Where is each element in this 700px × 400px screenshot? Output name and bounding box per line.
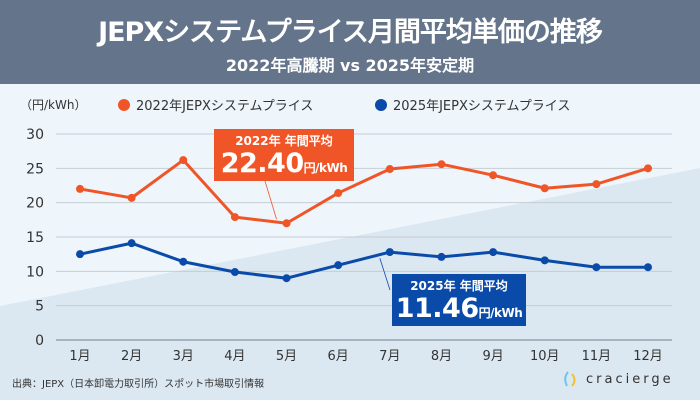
logo: cracierge <box>562 370 674 388</box>
background-shape <box>0 168 700 400</box>
data-point <box>282 219 291 228</box>
y-tick-label: 15 <box>26 230 44 246</box>
data-point <box>76 250 84 259</box>
data-point <box>127 193 136 202</box>
legend-item-2022: 2022年JEPXシステムプライス <box>118 95 313 114</box>
x-tick-label: 11月 <box>582 349 612 364</box>
legend-label-2022: 2022年JEPXシステムプライス <box>136 99 314 114</box>
data-point <box>230 268 239 277</box>
data-point <box>385 248 394 257</box>
x-tick-label: 7月 <box>379 349 400 364</box>
data-point <box>437 160 446 169</box>
y-tick-label: 20 <box>26 196 44 212</box>
annotation-2022-average: 2022年 年間平均 22.40円/kWh <box>214 129 354 181</box>
data-point <box>334 189 343 198</box>
annotation-value: 11.46 <box>395 293 479 324</box>
x-tick-label: 2月 <box>121 349 142 364</box>
data-point <box>385 165 394 174</box>
data-point <box>127 239 136 248</box>
legend-marker-2025 <box>375 98 387 111</box>
annotation-2025-average: 2025年 年間平均 11.46円/kWh <box>392 274 526 326</box>
annotation-leader-2025 <box>379 257 391 291</box>
y-axis-unit: （円/kWh） <box>20 98 87 112</box>
legend-item-2025: 2025年JEPXシステムプライス <box>375 95 570 114</box>
x-tick-label: 3月 <box>173 349 194 364</box>
annotation-label: 2025年 年間平均 <box>410 279 508 293</box>
x-tick-label: 6月 <box>328 349 349 364</box>
logo-text: cracierge <box>586 371 674 387</box>
annotation-unit: 円/kWh <box>478 306 523 320</box>
y-tick-label: 10 <box>26 264 44 280</box>
data-point <box>282 274 291 283</box>
x-tick-label: 9月 <box>482 349 503 364</box>
legend-label-2025: 2025年JEPXシステムプライス <box>393 99 571 114</box>
data-point <box>334 261 343 270</box>
x-tick-label: 5月 <box>276 349 297 364</box>
data-point <box>592 263 601 272</box>
data-point <box>592 180 601 189</box>
chart-subtitle: 2022年高騰期 vs 2025年安定期 <box>225 56 475 75</box>
x-tick-label: 12月 <box>633 349 663 364</box>
source-note: 出典：JEPX（日本卸電力取引所）スポット市場取引情報 <box>12 379 265 390</box>
annotation-unit: 円/kWh <box>303 161 348 175</box>
data-point <box>540 256 549 265</box>
logo-icon <box>564 371 576 387</box>
y-tick-label: 0 <box>35 333 44 349</box>
y-tick-label: 25 <box>26 161 44 177</box>
y-tick-label: 5 <box>35 299 44 315</box>
data-point <box>179 257 188 266</box>
data-point <box>76 184 84 193</box>
data-point <box>437 252 446 261</box>
y-tick-label: 30 <box>26 127 44 143</box>
data-point <box>230 213 239 222</box>
legend-marker-2022 <box>118 98 130 111</box>
annotation-leader-2022 <box>264 180 277 220</box>
annotation-label: 2022年 年間平均 <box>235 134 333 148</box>
chart-title: JEPXシステムプライス月間平均単価の推移 <box>98 17 603 48</box>
data-point <box>489 248 498 257</box>
data-point <box>644 263 652 272</box>
data-point <box>489 171 498 180</box>
chart-area: 0 5 10 15 20 25 30 1月 2月 3月 4月 5月 6月 7月 8月 9月 10月 11月 12月 <box>0 127 700 400</box>
data-point <box>644 164 652 173</box>
data-point <box>179 156 188 165</box>
annotation-value: 22.40 <box>220 148 304 179</box>
series-line-1 <box>79 241 648 280</box>
x-tick-label: 1月 <box>69 349 90 364</box>
x-tick-label: 4月 <box>224 349 245 364</box>
x-tick-label: 8月 <box>431 349 452 364</box>
data-point <box>540 184 549 193</box>
header: JEPXシステムプライス月間平均単価の推移 2022年高騰期 vs 2025年安… <box>0 0 700 84</box>
x-tick-label: 10月 <box>530 349 560 364</box>
series-line-0 <box>79 158 649 225</box>
